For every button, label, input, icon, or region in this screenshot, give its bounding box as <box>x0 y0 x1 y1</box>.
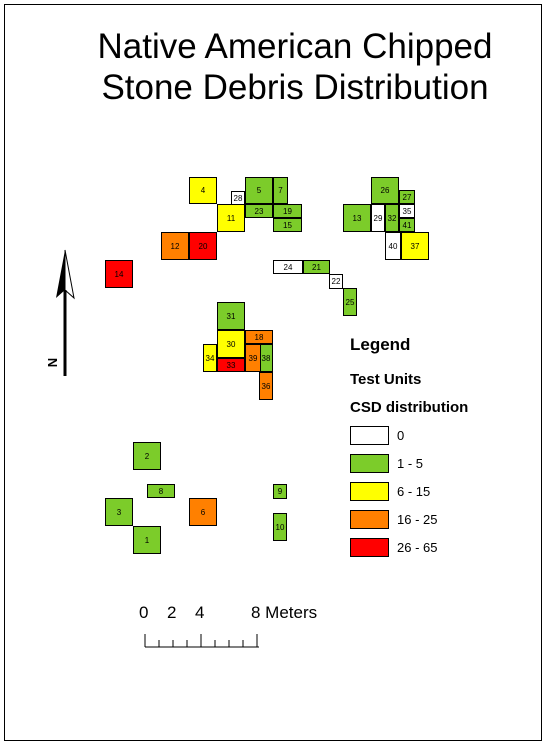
test-unit-32: 32 <box>385 204 399 232</box>
test-unit-24: 24 <box>273 260 303 274</box>
scale-label-2: 2 <box>167 603 177 622</box>
legend-label-3: 16 - 25 <box>397 512 438 527</box>
test-unit-26: 26 <box>371 177 399 204</box>
test-unit-11: 11 <box>217 204 245 232</box>
test-unit-33: 33 <box>217 358 245 372</box>
legend-title: Legend <box>350 335 411 354</box>
north-arrow-icon <box>56 249 75 376</box>
test-unit-22: 22 <box>329 274 343 289</box>
test-unit-34: 34 <box>203 344 217 372</box>
legend-swatch-2 <box>350 482 389 501</box>
test-unit-35: 35 <box>399 204 415 218</box>
test-unit-39: 39 <box>245 344 261 372</box>
legend-swatch-0 <box>350 426 389 445</box>
test-unit-9: 9 <box>273 484 287 499</box>
legend-field: CSD distribution <box>350 399 469 416</box>
test-unit-31: 31 <box>217 302 245 330</box>
legend-swatch-4 <box>350 538 389 557</box>
legend-label-0: 0 <box>397 428 405 443</box>
test-unit-2: 2 <box>133 442 161 470</box>
scale-bar <box>144 634 259 648</box>
legend-swatch-1 <box>350 454 389 473</box>
test-unit-25: 25 <box>343 288 357 316</box>
test-unit-13: 13 <box>343 204 371 232</box>
test-unit-21: 21 <box>303 260 330 274</box>
test-unit-4: 4 <box>189 177 217 204</box>
test-unit-3: 3 <box>105 498 133 526</box>
scale-label-0: 0 <box>139 603 149 622</box>
test-unit-38: 38 <box>259 344 273 372</box>
test-unit-19: 19 <box>273 204 302 218</box>
test-unit-28: 28 <box>231 191 245 205</box>
map-title-line2: Stone Debris Distribution <box>101 68 489 107</box>
test-unit-6: 6 <box>189 498 217 526</box>
legend-label-4: 26 - 65 <box>397 540 438 555</box>
map-title-line1: Native American Chipped <box>97 27 493 66</box>
legend-label-1: 1 - 5 <box>397 456 424 471</box>
test-unit-20: 20 <box>189 232 217 260</box>
north-label: N <box>45 357 61 368</box>
test-unit-15: 15 <box>273 218 302 232</box>
test-unit-10: 10 <box>273 513 287 541</box>
test-unit-41: 41 <box>399 218 415 232</box>
test-unit-23: 23 <box>245 204 273 218</box>
test-unit-8: 8 <box>147 484 175 498</box>
test-unit-29: 29 <box>371 204 385 232</box>
legend-swatch-3 <box>350 510 389 529</box>
test-unit-40: 40 <box>385 232 401 260</box>
test-unit-5: 5 <box>245 177 273 204</box>
scale-label-8: 8 Meters <box>251 603 318 622</box>
scale-label-4: 4 <box>195 603 205 622</box>
legend-subtitle: Test Units <box>350 371 422 388</box>
legend-label-2: 6 - 15 <box>397 484 431 499</box>
test-unit-12: 12 <box>161 232 189 260</box>
test-unit-18: 18 <box>245 330 273 344</box>
test-unit-27: 27 <box>399 190 415 204</box>
test-unit-30: 30 <box>217 330 245 358</box>
test-unit-37: 37 <box>401 232 429 260</box>
test-unit-1: 1 <box>133 526 161 554</box>
test-unit-7: 7 <box>273 177 288 204</box>
test-unit-36: 36 <box>259 372 273 400</box>
map-frame <box>4 4 542 741</box>
test-unit-14: 14 <box>105 260 133 288</box>
